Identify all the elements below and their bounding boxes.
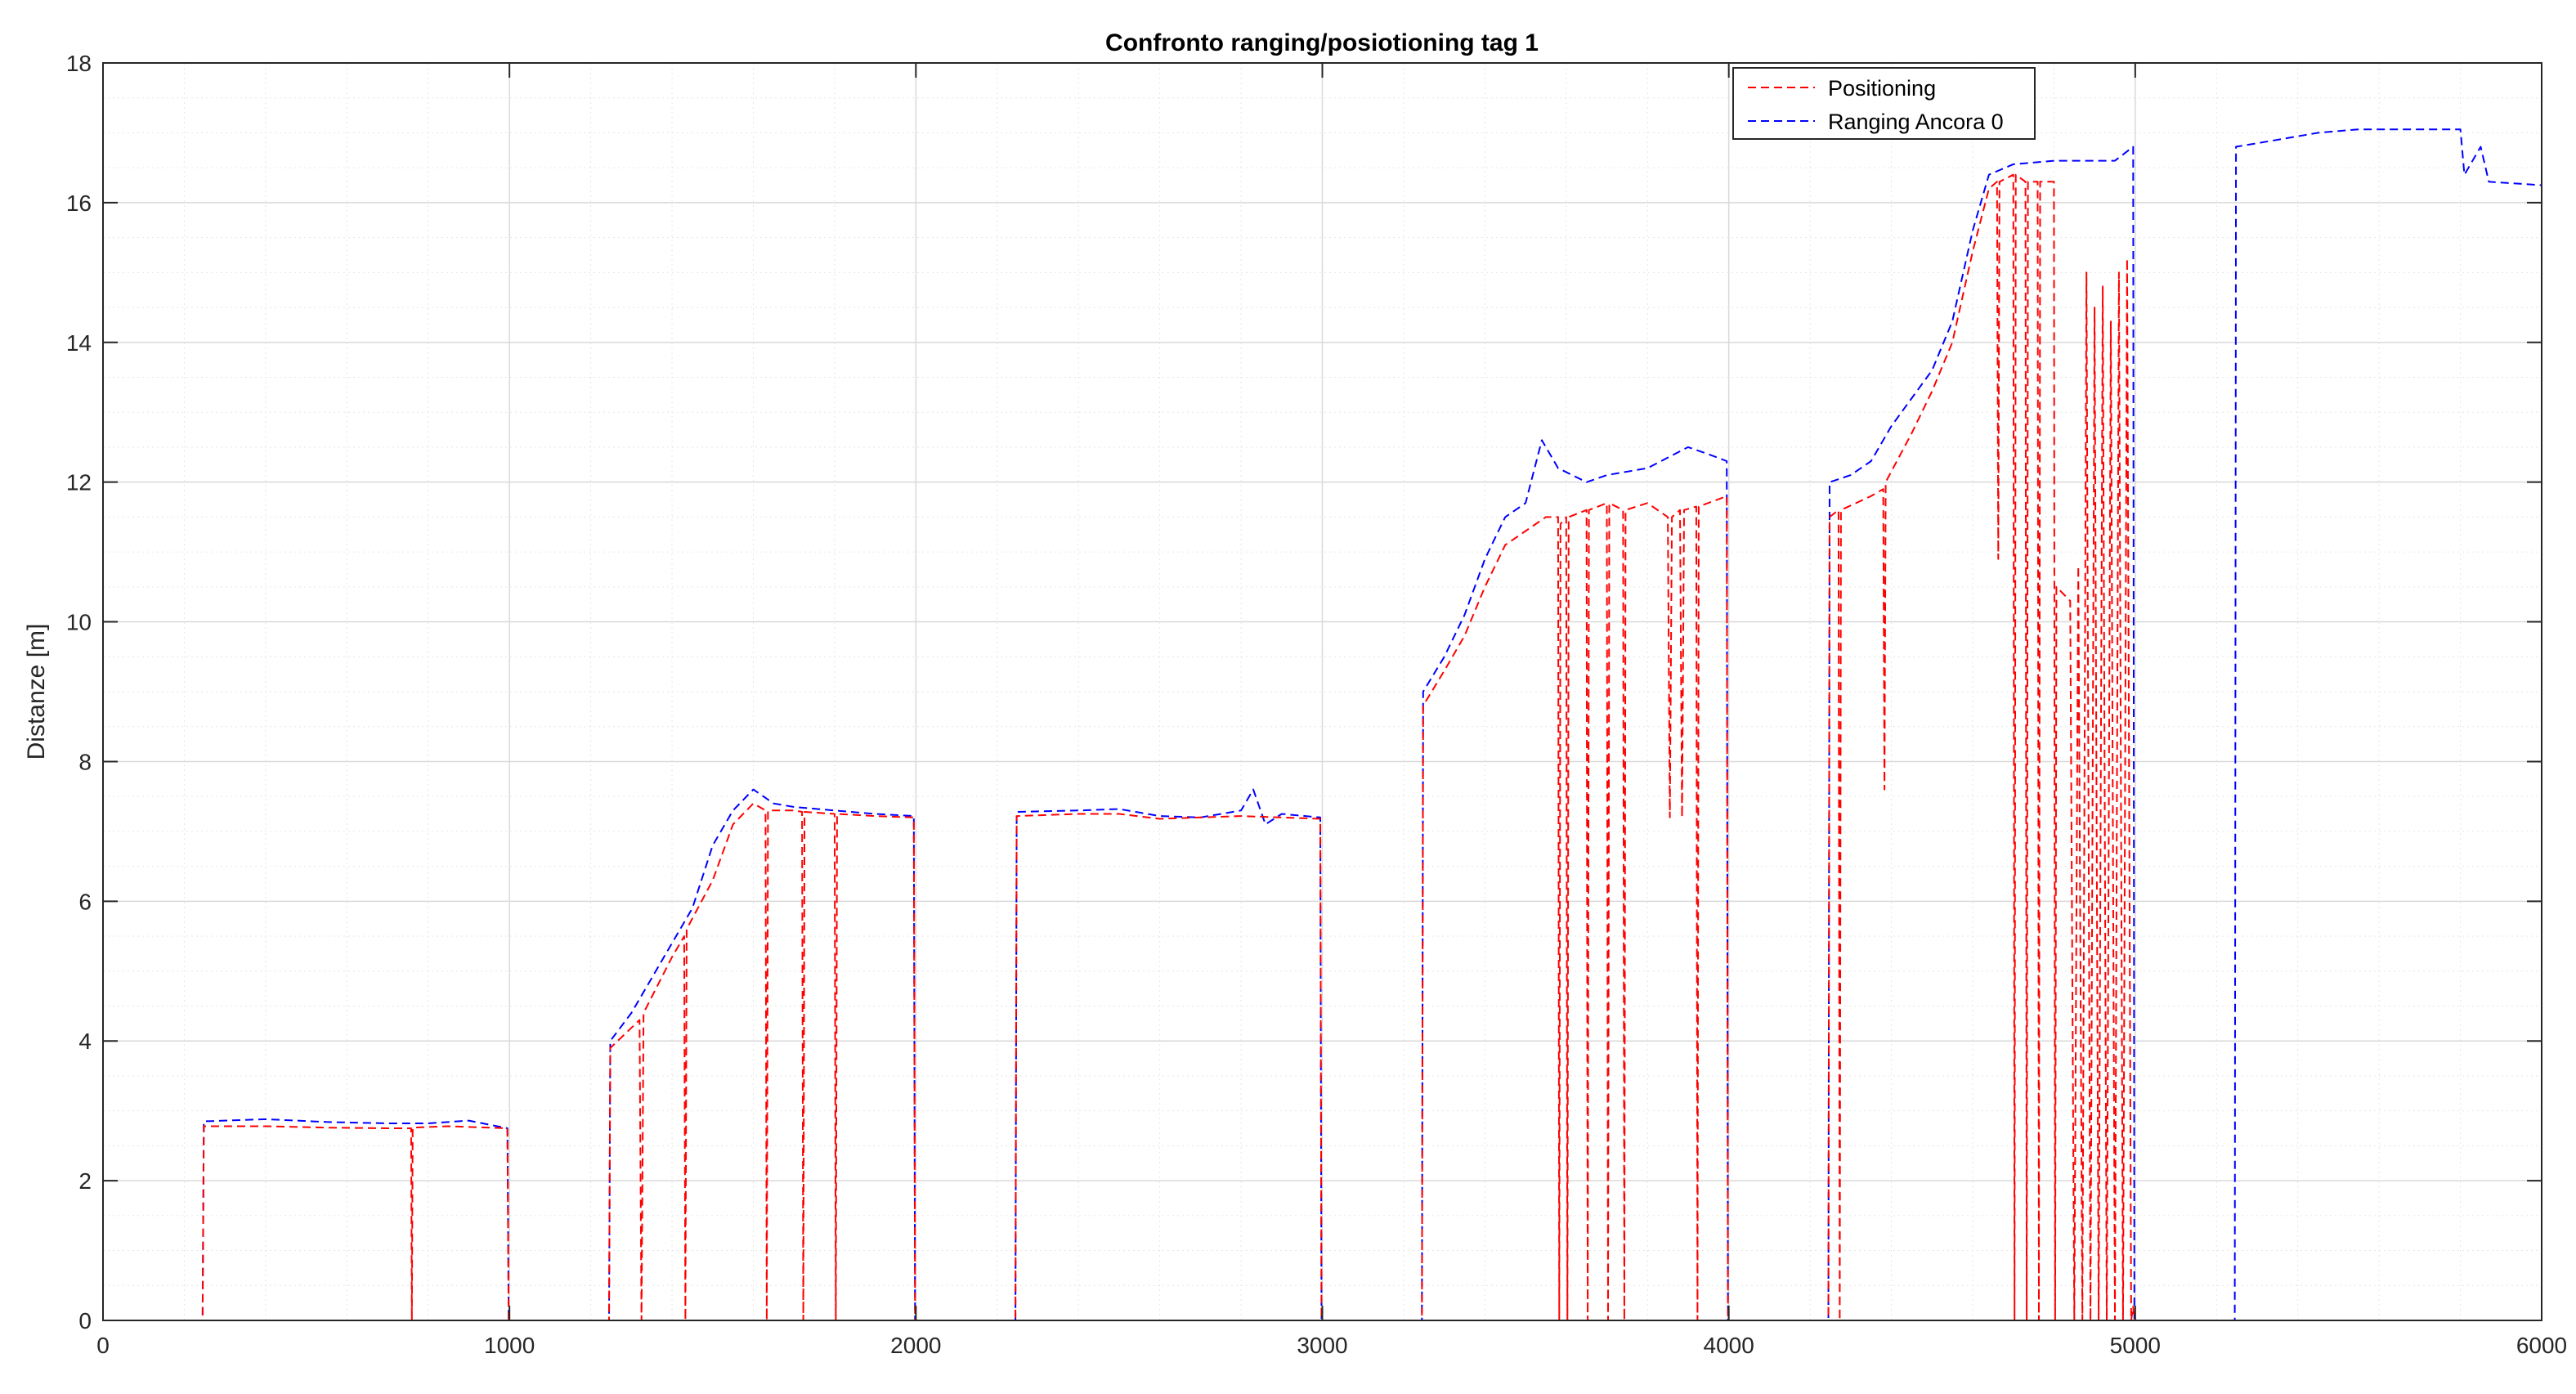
legend-box (1732, 67, 2036, 140)
y-tick-label: 6 (78, 889, 92, 914)
y-tick-label: 18 (66, 51, 92, 76)
series-layer (103, 128, 2542, 1321)
y-axis-label: Distanze [m] (23, 624, 50, 760)
x-tick-label: 5000 (2110, 1333, 2161, 1358)
y-tick-label: 8 (78, 749, 92, 774)
chart-title: Confronto ranging/posiotioning tag 1 (1105, 29, 1539, 56)
y-tick-label: 14 (66, 330, 92, 356)
tick-layer: 0 1000 2000 3000 4000 5000 6000 0 2 4 6 8 10 12 14 16 18 (66, 51, 2567, 1358)
y-tick-label: 12 (66, 470, 92, 495)
legend: Positioning Ranging Ancora 0 (1732, 67, 2036, 140)
y-tick-label: 10 (66, 610, 92, 635)
x-tick-label: 0 (96, 1333, 110, 1358)
x-tick-label: 2000 (890, 1333, 941, 1358)
series-line-positioning (103, 173, 2542, 1321)
legend-positioning-label: Positioning (1828, 76, 1936, 101)
y-tick-label: 2 (78, 1168, 92, 1194)
x-tick-label: 3000 (1297, 1333, 1347, 1358)
x-tick-label: 4000 (1704, 1333, 1754, 1358)
x-tick-label: 6000 (2516, 1333, 2567, 1358)
y-tick-label: 0 (78, 1308, 92, 1333)
series-line-ranging-ancora-0 (103, 128, 2542, 1321)
legend-ranging-label: Ranging Ancora 0 (1828, 110, 2004, 134)
y-tick-label: 4 (78, 1029, 92, 1054)
x-tick-label: 1000 (484, 1333, 535, 1358)
y-tick-label: 16 (66, 190, 92, 216)
